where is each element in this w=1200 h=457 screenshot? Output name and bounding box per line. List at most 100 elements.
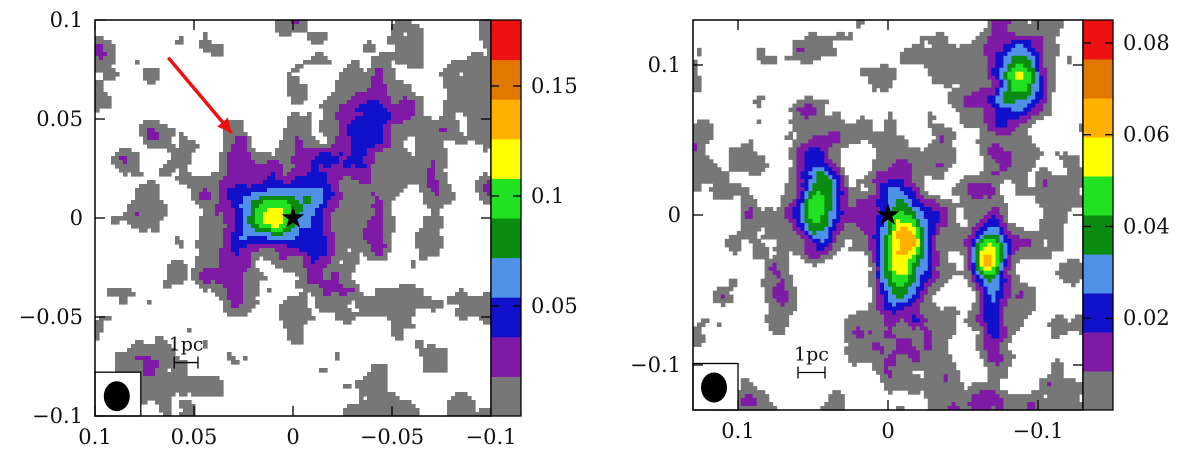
- map-cell: [959, 71, 965, 77]
- map-cell: [355, 132, 360, 137]
- map-cell: [283, 316, 288, 321]
- map-cell: [339, 248, 344, 253]
- map-cell: [379, 212, 384, 217]
- map-cell: [179, 244, 184, 249]
- map-cell: [287, 144, 292, 149]
- map-cell: [147, 220, 152, 225]
- map-cell: [271, 228, 276, 233]
- map-cell: [299, 152, 304, 157]
- map-cell: [411, 24, 416, 29]
- map-cell: [379, 244, 384, 249]
- map-cell: [840, 35, 845, 41]
- map-cell: [255, 184, 260, 189]
- map-cell: [363, 84, 368, 89]
- map-cell: [387, 60, 392, 65]
- map-cell: [407, 288, 412, 293]
- map-cell: [167, 132, 172, 137]
- map-cell: [203, 280, 208, 285]
- map-cell: [111, 48, 116, 53]
- map-cell: [347, 112, 352, 117]
- map-cell: [155, 216, 160, 221]
- map-cell: [359, 212, 364, 217]
- map-cell: [339, 296, 344, 301]
- map-cell: [151, 204, 156, 209]
- map-cell: [343, 304, 348, 309]
- map-cell: [335, 296, 340, 301]
- map-cell: [275, 152, 280, 157]
- map-cell: [1035, 51, 1040, 57]
- colorbar-segment: [491, 376, 521, 417]
- map-cell: [1007, 47, 1012, 53]
- map-cell: [971, 79, 977, 85]
- map-cell: [311, 40, 316, 45]
- map-cell: [255, 220, 260, 225]
- map-cell: [207, 44, 212, 49]
- map-cell: [383, 376, 388, 381]
- map-cell: [355, 128, 360, 133]
- map-cell: [187, 376, 192, 381]
- map-cell: [411, 132, 416, 137]
- map-cell: [227, 272, 232, 277]
- map-cell: [107, 68, 112, 73]
- map-cell: [291, 268, 296, 273]
- map-cell: [299, 128, 304, 133]
- map-cell: [203, 196, 208, 201]
- map-cell: [383, 312, 388, 317]
- map-cell: [371, 192, 376, 197]
- map-cell: [407, 152, 412, 157]
- map-cell: [475, 116, 480, 121]
- map-cell: [147, 76, 152, 81]
- map-cell: [375, 72, 380, 77]
- map-cell: [299, 228, 304, 233]
- map-cell: [231, 196, 236, 201]
- map-cell: [183, 164, 188, 169]
- map-cell: [375, 176, 380, 181]
- map-cell: [975, 79, 981, 85]
- map-cell: [143, 228, 148, 233]
- map-cell: [375, 396, 380, 401]
- map-cell: [243, 160, 248, 165]
- map-cell: [251, 216, 256, 221]
- map-cell: [219, 264, 224, 269]
- map-cell: [383, 200, 388, 205]
- map-cell: [343, 72, 348, 77]
- map-cell: [387, 132, 392, 137]
- map-cell: [327, 248, 332, 253]
- map-cell: [287, 332, 292, 337]
- map-cell: [379, 180, 384, 185]
- map-cell: [443, 76, 448, 81]
- map-cell: [423, 132, 428, 137]
- map-cell: [211, 188, 216, 193]
- map-cell: [359, 76, 364, 81]
- map-cell: [403, 180, 408, 185]
- map-cell: [395, 180, 400, 185]
- map-cell: [471, 296, 476, 301]
- map-cell: [243, 204, 248, 209]
- map-cell: [391, 316, 396, 321]
- map-cell: [375, 180, 380, 185]
- map-cell: [183, 264, 188, 269]
- map-cell: [407, 176, 412, 181]
- map-cell: [371, 156, 376, 161]
- map-cell: [331, 132, 336, 137]
- map-cell: [471, 136, 476, 141]
- map-cell: [355, 140, 360, 145]
- map-cell: [367, 400, 372, 405]
- map-cell: [455, 312, 460, 317]
- map-cell: [359, 132, 364, 137]
- map-cell: [387, 400, 392, 405]
- map-cell: [219, 392, 224, 397]
- map-cell: [167, 160, 172, 165]
- map-cell: [179, 40, 184, 45]
- map-cell: [431, 172, 436, 177]
- map-cell: [483, 60, 488, 65]
- map-cell: [279, 168, 284, 173]
- map-cell: [307, 156, 312, 161]
- map-cell: [423, 192, 428, 197]
- map-cell: [479, 52, 484, 57]
- map-cell: [379, 68, 384, 73]
- map-cell: [251, 172, 256, 177]
- map-cell: [399, 124, 404, 129]
- map-cell: [179, 376, 184, 381]
- map-cell: [211, 236, 216, 241]
